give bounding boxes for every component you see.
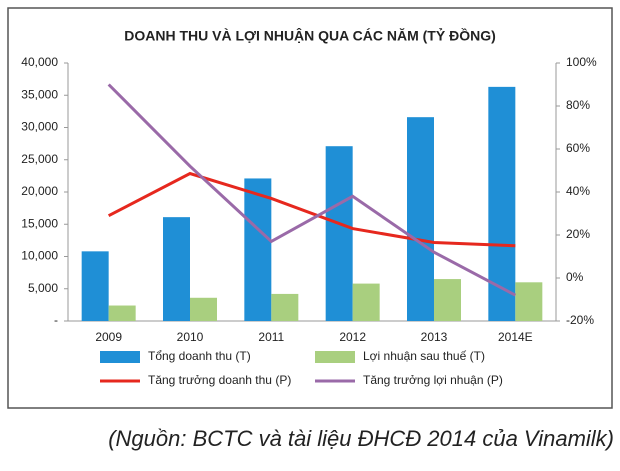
y2-tick-label: -20% — [566, 313, 594, 327]
y2-tick-label: 40% — [566, 184, 590, 198]
legend-swatch — [315, 351, 355, 363]
bar — [488, 86, 516, 322]
bar — [352, 283, 380, 321]
x-tick-label: 2013 — [421, 330, 448, 344]
bar — [271, 293, 299, 321]
x-tick-label: 2011 — [258, 330, 284, 344]
bar — [81, 251, 109, 321]
legend-label: Tăng trưởng doanh thu (P) — [148, 373, 291, 387]
bar — [434, 279, 461, 321]
y2-tick-label: 60% — [566, 141, 590, 155]
legend-label: Tăng trưởng lợi nhuận (P) — [363, 373, 503, 387]
bar — [163, 217, 190, 321]
legend-swatch — [100, 351, 140, 363]
chart-title: DOANH THU VÀ LỢI NHUẬN QUA CÁC NĂM (TỶ Đ… — [124, 27, 496, 44]
y2-tick-label: 20% — [566, 227, 590, 241]
bar — [325, 146, 353, 321]
bar — [407, 117, 434, 322]
chart-frame — [7, 7, 613, 409]
y-tick-label: 20,000 — [21, 184, 58, 198]
y-tick-label: 5,000 — [28, 281, 58, 295]
y-tick-label: 10,000 — [21, 249, 58, 263]
y-tick-label: 25,000 — [21, 152, 58, 166]
x-tick-label: 2009 — [95, 330, 122, 344]
source-note: (Nguồn: BCTC và tài liệu ĐHCĐ 2014 của V… — [108, 426, 614, 451]
y2-tick-label: 80% — [566, 98, 590, 112]
y-tick-label: - — [54, 313, 58, 327]
y-tick-label: 40,000 — [21, 55, 58, 69]
x-tick-label: 2010 — [177, 330, 204, 344]
bar — [190, 297, 217, 321]
legend-label: Lợi nhuận sau thuế (T) — [363, 349, 485, 363]
x-tick-label: 2014E — [498, 330, 533, 344]
bar — [108, 305, 136, 321]
x-tick-label: 2012 — [339, 330, 366, 344]
y2-tick-label: 0% — [566, 270, 584, 284]
y-tick-label: 30,000 — [21, 120, 58, 134]
line — [107, 83, 517, 297]
y2-tick-label: 100% — [566, 55, 597, 69]
y-tick-label: 35,000 — [21, 87, 58, 101]
line — [107, 171, 516, 248]
legend-label: Tổng doanh thu (T) — [148, 349, 251, 363]
bar — [515, 282, 543, 321]
bar — [244, 178, 272, 321]
y-tick-label: 15,000 — [21, 216, 58, 230]
